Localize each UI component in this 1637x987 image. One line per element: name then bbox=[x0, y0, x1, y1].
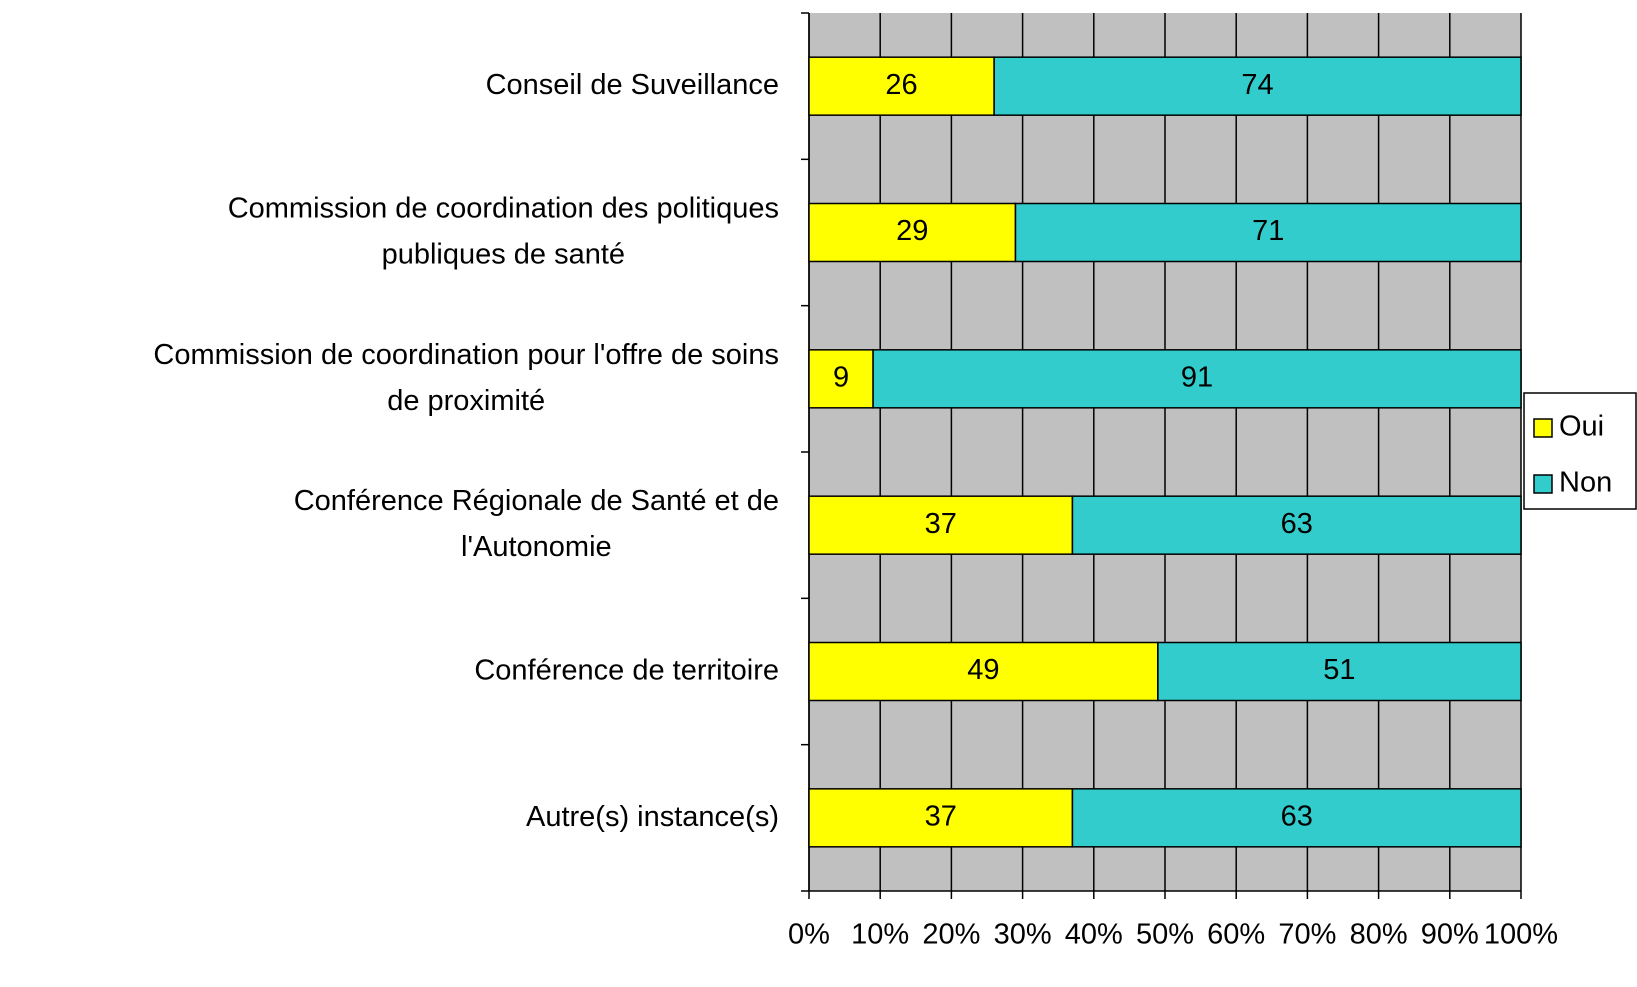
bar-segment bbox=[1014, 202, 1522, 263]
value-label: 29 bbox=[896, 215, 928, 247]
value-label: 74 bbox=[1241, 69, 1273, 101]
legend-label: Non bbox=[1559, 467, 1612, 499]
value-label: 9 bbox=[833, 361, 849, 393]
x-tick-label: 50% bbox=[1136, 919, 1194, 951]
value-label: 37 bbox=[925, 508, 957, 540]
x-tick-label: 10% bbox=[851, 919, 909, 951]
x-tick-label: 20% bbox=[922, 919, 980, 951]
value-label: 37 bbox=[925, 800, 957, 832]
value-label: 63 bbox=[1281, 800, 1313, 832]
y-tick-label: Commission de coordination des politique… bbox=[228, 192, 779, 270]
value-label: 71 bbox=[1252, 215, 1284, 247]
bar-segment bbox=[1071, 495, 1522, 555]
bar-segment bbox=[872, 349, 1522, 409]
value-label: 49 bbox=[967, 654, 999, 686]
x-tick-label: 0% bbox=[788, 919, 830, 951]
bar-segment bbox=[808, 788, 1074, 848]
bar-segment bbox=[808, 495, 1074, 555]
x-tick-label: 80% bbox=[1350, 919, 1408, 951]
bar-segment bbox=[808, 202, 1017, 263]
value-label: 51 bbox=[1323, 654, 1355, 686]
bar-segment bbox=[1071, 788, 1522, 848]
bar-segment bbox=[808, 641, 1159, 702]
bar-segment bbox=[993, 56, 1522, 116]
y-tick-label: Autre(s) instance(s) bbox=[526, 800, 779, 832]
y-tick-label: Conférence Régionale de Santé et de l'Aut… bbox=[294, 485, 779, 563]
x-tick-label: 70% bbox=[1278, 919, 1336, 951]
x-tick-label: 100% bbox=[1484, 919, 1558, 951]
legend-label: Oui bbox=[1559, 411, 1604, 443]
bar-segment bbox=[808, 56, 995, 116]
value-label: 91 bbox=[1181, 361, 1213, 393]
y-tick-label: Conseil de Suveillance bbox=[486, 69, 779, 101]
value-label: 26 bbox=[885, 69, 917, 101]
x-tick-label: 90% bbox=[1421, 919, 1479, 951]
value-label: 63 bbox=[1281, 508, 1313, 540]
x-tick-label: 30% bbox=[994, 919, 1052, 951]
y-tick-label: Conférence de territoire bbox=[474, 654, 779, 686]
bar-segment bbox=[1157, 641, 1522, 702]
x-tick-label: 40% bbox=[1065, 919, 1123, 951]
y-tick-label: Commission de coordination pour l'offre … bbox=[153, 338, 779, 416]
legend-swatch bbox=[1533, 418, 1553, 438]
bar-segment bbox=[808, 349, 874, 409]
legend-swatch bbox=[1533, 474, 1553, 494]
x-tick-label: 60% bbox=[1207, 919, 1265, 951]
